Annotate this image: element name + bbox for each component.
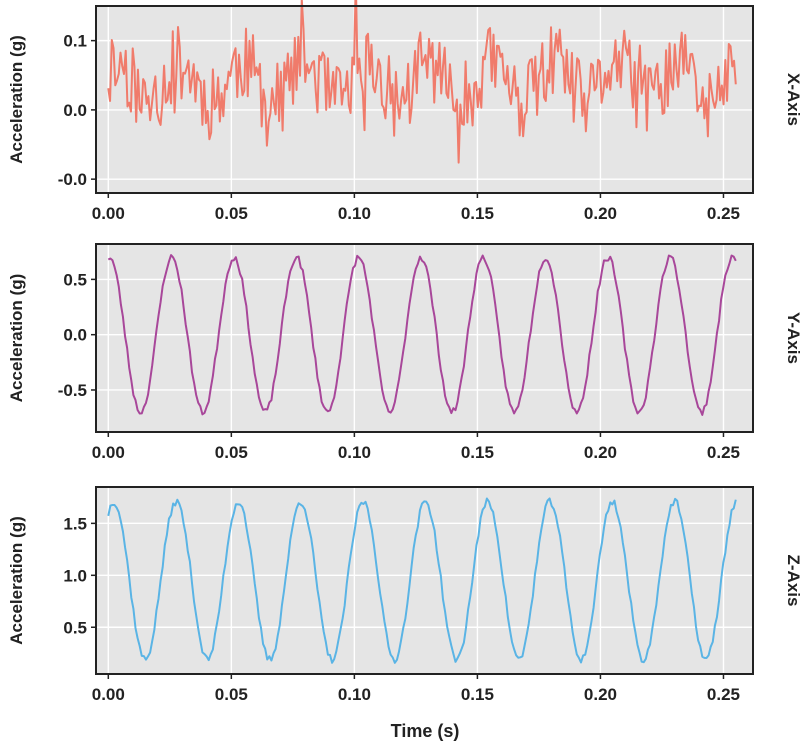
y-ylabel: Acceleration (g) <box>7 274 26 402</box>
y-axis-panel: 0.00 0.05 0.10 0.15 0.20 0.25 -0.5 0.0 0.5 Accele… <box>7 243 800 462</box>
z-xtick-label-5: 0.25 <box>707 685 740 704</box>
x-xtick-label-0: 0.00 <box>92 204 125 223</box>
x-xtick-label-1: 0.05 <box>215 204 248 223</box>
z-ylabel: Acceleration (g) <box>7 516 26 644</box>
x-axis-panel: 0.00 0.05 0.10 0.15 0.20 0.25 -0.0 0.0 0.1 Accele… <box>7 0 800 223</box>
x-xtick-label-2: 0.10 <box>338 204 371 223</box>
x-ytick-label-1: 0.0 <box>63 101 87 120</box>
x-ytick-label-2: 0.1 <box>63 32 87 51</box>
z-xtick-label-1: 0.05 <box>215 685 248 704</box>
z-xtick-label-3: 0.15 <box>461 685 494 704</box>
y-ytick-label-0: -0.5 <box>58 381 87 400</box>
z-xtick-label-4: 0.20 <box>584 685 617 704</box>
z-xtick-label-0: 0.00 <box>92 685 125 704</box>
y-xtick-label-1: 0.05 <box>215 443 248 462</box>
x-side-label: X-Axis <box>784 73 800 126</box>
x-xtick-label-4: 0.20 <box>584 204 617 223</box>
z-xtick-label-2: 0.10 <box>338 685 371 704</box>
z-series-line-0 <box>107 497 737 664</box>
z-ytick-label-0: 0.5 <box>63 618 87 637</box>
x-xtick-label-3: 0.15 <box>461 204 494 223</box>
x-ylabel: Acceleration (g) <box>7 35 26 163</box>
z-plot-frame <box>95 486 754 675</box>
x-xtick-label-5: 0.25 <box>707 204 740 223</box>
y-ytick-label-1: 0.0 <box>63 326 87 345</box>
x-plot-frame <box>95 5 754 194</box>
z-ytick-label-2: 1.5 <box>63 514 87 533</box>
y-xtick-label-4: 0.20 <box>584 443 617 462</box>
y-xtick-label-2: 0.10 <box>338 443 371 462</box>
y-xtick-label-0: 0.00 <box>92 443 125 462</box>
y-side-label: Y-Axis <box>784 312 800 364</box>
z-ytick-label-1: 1.0 <box>63 566 87 585</box>
z-plot-background <box>96 487 753 674</box>
figure-xlabel: Time (s) <box>391 721 460 741</box>
y-ytick-label-2: 0.5 <box>63 270 87 289</box>
z-side-label: Z-Axis <box>784 555 800 607</box>
x-ytick-label-0: -0.0 <box>58 170 87 189</box>
y-series-line-0 <box>107 254 737 416</box>
x-series-line-0 <box>107 0 737 164</box>
y-xtick-label-5: 0.25 <box>707 443 740 462</box>
y-xtick-label-3: 0.15 <box>461 443 494 462</box>
y-plot-frame <box>95 243 754 433</box>
y-plot-background <box>96 244 753 432</box>
z-axis-panel: 0.00 0.05 0.10 0.15 0.20 0.25 0.5 1.0 1.5 Acceler… <box>7 486 800 704</box>
